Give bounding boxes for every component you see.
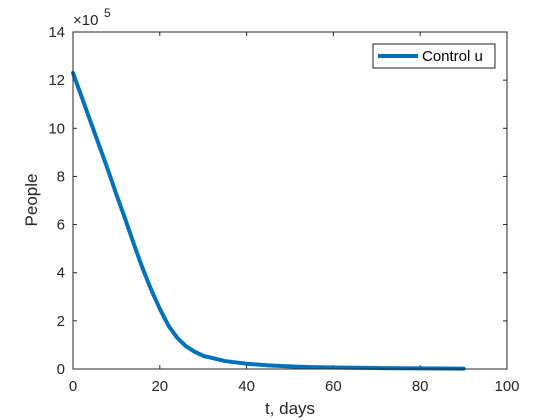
x-tick-label: 40: [238, 378, 255, 395]
series-line-control-u: [71, 70, 466, 371]
y-tick-label: 4: [57, 265, 65, 282]
y-tick-label: 8: [57, 168, 65, 185]
y-tick-label: 12: [48, 72, 65, 89]
y-tick-label: 2: [57, 313, 65, 330]
x-tick-labels: 0 20 40 60 80 100: [69, 378, 520, 395]
plot-frame: [72, 31, 508, 370]
y-tick-label: 0: [57, 361, 65, 378]
x-axis-label: t, days: [265, 399, 315, 418]
plot-area: [73, 32, 507, 369]
x-tick-label: 100: [494, 378, 519, 395]
y-multiplier-base: ×10: [73, 12, 98, 29]
y-tick-label: 14: [48, 24, 65, 41]
x-tick-label: 20: [151, 378, 168, 395]
x-tick-label: 60: [325, 378, 342, 395]
legend: Control u: [372, 43, 496, 69]
legend-label-control-u: Control u: [422, 48, 483, 65]
y-axis-label: People: [22, 174, 41, 227]
x-tick-label: 0: [69, 378, 77, 395]
y-tick-label: 6: [57, 217, 65, 234]
x-tick-label: 80: [412, 378, 429, 395]
y-tick-labels: 0 2 4 6 8 10 12 14: [48, 24, 65, 378]
y-multiplier-exponent: 5: [104, 6, 111, 20]
y-tick-label: 10: [48, 120, 65, 137]
